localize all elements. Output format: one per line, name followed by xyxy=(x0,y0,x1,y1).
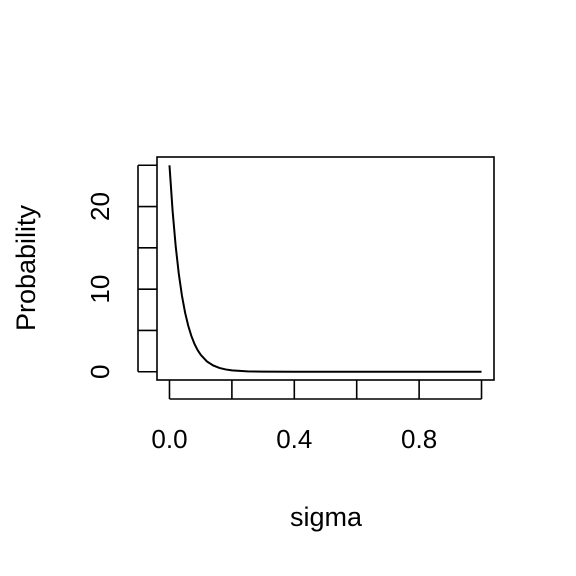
x-axis: 0.0 0.4 0.8 xyxy=(151,380,481,454)
x-tick-label: 0.8 xyxy=(401,424,437,454)
y-tick-label: 20 xyxy=(85,192,115,221)
plot-box xyxy=(157,157,494,380)
y-axis-title: Probability xyxy=(11,204,41,331)
x-tick-label: 0.0 xyxy=(151,424,187,454)
y-tick-label: 0 xyxy=(85,365,115,379)
x-tick-label: 0.4 xyxy=(276,424,312,454)
y-tick-label: 10 xyxy=(85,275,115,304)
series-line xyxy=(169,165,481,371)
x-axis-title: sigma xyxy=(290,502,363,532)
y-axis: 0 10 20 xyxy=(85,165,157,379)
